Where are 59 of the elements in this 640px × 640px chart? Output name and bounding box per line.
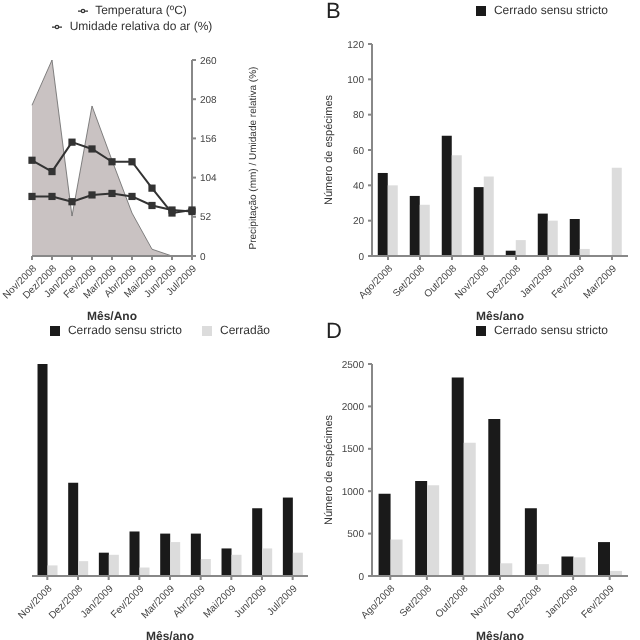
bar bbox=[262, 548, 273, 576]
bar bbox=[292, 552, 303, 576]
bar bbox=[377, 172, 388, 256]
bar bbox=[473, 187, 484, 256]
bar bbox=[419, 204, 430, 256]
bar bbox=[515, 240, 526, 256]
bar bbox=[160, 533, 171, 576]
bar bbox=[451, 377, 464, 576]
bar bbox=[221, 548, 232, 576]
chart-title: D bbox=[326, 320, 342, 344]
bar bbox=[427, 485, 440, 576]
bar bbox=[415, 481, 428, 576]
point bbox=[28, 192, 36, 201]
bar bbox=[170, 542, 181, 576]
point bbox=[148, 184, 156, 192]
bar bbox=[252, 508, 263, 576]
bar bbox=[387, 185, 398, 256]
bar bbox=[561, 556, 574, 576]
bar bbox=[78, 561, 89, 576]
bar bbox=[598, 542, 611, 576]
point bbox=[128, 192, 136, 201]
bar bbox=[129, 531, 140, 576]
bar bbox=[451, 155, 462, 256]
bar bbox=[536, 564, 549, 576]
bar bbox=[282, 497, 293, 576]
bar bbox=[524, 508, 537, 576]
point bbox=[88, 191, 96, 199]
bar bbox=[441, 135, 452, 256]
bar bbox=[231, 554, 242, 576]
point bbox=[88, 145, 96, 153]
bar bbox=[500, 563, 513, 576]
point bbox=[48, 167, 56, 176]
point bbox=[108, 189, 116, 198]
bar bbox=[409, 195, 420, 256]
point bbox=[148, 201, 156, 210]
point bbox=[68, 198, 76, 206]
bar bbox=[200, 559, 211, 576]
bar bbox=[488, 419, 501, 576]
bar bbox=[47, 565, 58, 576]
point bbox=[68, 138, 76, 146]
bar bbox=[108, 554, 119, 576]
bar bbox=[569, 218, 580, 256]
bar bbox=[98, 552, 109, 576]
point bbox=[48, 192, 56, 201]
point bbox=[28, 156, 36, 164]
point bbox=[108, 158, 116, 166]
point bbox=[128, 158, 136, 166]
bar bbox=[463, 442, 476, 576]
bar bbox=[611, 167, 622, 256]
bar bbox=[483, 176, 494, 256]
bar bbox=[378, 493, 391, 576]
bar bbox=[390, 539, 403, 576]
bar bbox=[573, 557, 586, 576]
chart-title: B bbox=[326, 0, 341, 24]
bar bbox=[37, 364, 48, 576]
bar bbox=[547, 220, 558, 256]
bar bbox=[190, 533, 201, 576]
bar bbox=[68, 482, 79, 576]
bar bbox=[537, 213, 548, 256]
